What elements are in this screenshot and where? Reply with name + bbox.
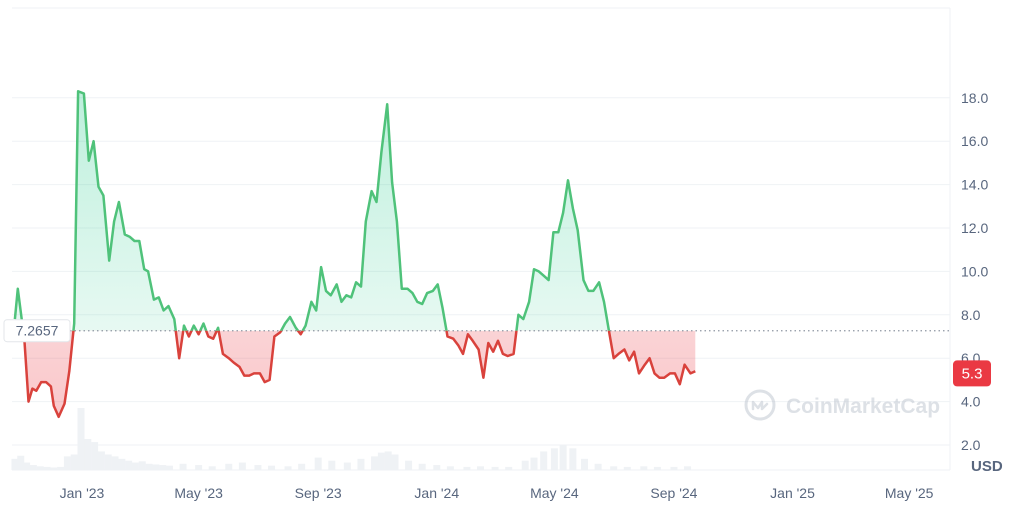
price-area xyxy=(14,91,696,417)
volume-bar xyxy=(581,458,589,470)
volume-bar xyxy=(159,465,167,470)
volume-bar xyxy=(254,465,262,470)
volume-bar xyxy=(477,466,485,470)
volume-bar xyxy=(623,466,631,470)
volume-bar xyxy=(550,448,558,470)
y-tick-label: 14.0 xyxy=(961,177,988,193)
volume-bar xyxy=(569,448,577,470)
volume-bar xyxy=(111,456,119,470)
x-tick-label: Sep '24 xyxy=(650,485,697,501)
x-tick-label: May '23 xyxy=(174,485,223,501)
volume-bar xyxy=(91,442,99,470)
volume-bar xyxy=(29,465,37,470)
baseline-label-text: 7.2657 xyxy=(16,323,59,339)
volume-bar xyxy=(152,464,160,470)
y-tick-label: 12.0 xyxy=(961,220,988,236)
volume-bar xyxy=(640,466,648,470)
volume-bar xyxy=(125,460,133,470)
volume-bar xyxy=(684,466,692,470)
volume-bar xyxy=(521,460,529,470)
volume-bar xyxy=(268,465,276,470)
baseline-label: 7.2657 xyxy=(3,319,71,343)
volume-bar xyxy=(670,466,678,470)
volume-bar xyxy=(43,466,51,470)
volume-bar xyxy=(433,465,441,470)
x-tick-label: May '25 xyxy=(885,485,934,501)
last-price-badge: 5.3 xyxy=(953,360,991,387)
area-above-baseline xyxy=(14,91,696,331)
y-axis-ticks: 2.04.06.08.010.012.014.016.018.0 xyxy=(961,90,988,453)
area-below-baseline xyxy=(23,330,696,417)
volume-bar xyxy=(118,458,126,470)
coinmarketcap-wordmark: CoinMarketCap xyxy=(786,395,940,418)
coinmarketcap-logo-icon xyxy=(744,389,776,421)
currency-label: USD xyxy=(971,458,1003,475)
volume-bar xyxy=(208,466,216,470)
y-tick-label: 8.0 xyxy=(961,307,981,323)
volume-bar xyxy=(505,466,513,470)
volume-bar xyxy=(50,467,58,470)
volume-bar xyxy=(97,451,105,470)
volume-bar xyxy=(314,457,322,470)
y-tick-label: 10.0 xyxy=(961,263,988,279)
price-line xyxy=(13,90,696,419)
y-tick-label: 18.0 xyxy=(961,90,988,106)
volume-bar xyxy=(131,462,139,470)
volume-bar xyxy=(165,465,173,470)
volume-bar xyxy=(17,455,25,470)
volume-bar xyxy=(57,466,65,470)
volume-bar xyxy=(70,454,78,470)
volume-bars xyxy=(11,408,692,470)
x-tick-label: May '24 xyxy=(530,485,579,501)
volume-bar xyxy=(328,460,336,470)
price-line-up xyxy=(13,90,611,331)
volume-bar xyxy=(377,452,385,470)
volume-bar xyxy=(298,463,306,470)
volume-bar xyxy=(491,466,499,470)
volume-bar xyxy=(371,456,379,470)
volume-bar xyxy=(36,466,44,470)
volume-bar xyxy=(84,439,92,470)
volume-bar xyxy=(463,466,471,470)
y-tick-label: 4.0 xyxy=(961,394,981,410)
y-tick-label: 2.0 xyxy=(961,437,981,453)
y-tick-label: 16.0 xyxy=(961,133,988,149)
volume-bar xyxy=(418,463,426,470)
volume-bar xyxy=(77,408,85,470)
volume-bar xyxy=(63,456,71,470)
volume-bar xyxy=(195,465,203,470)
volume-bar xyxy=(138,461,146,470)
volume-bar xyxy=(11,458,19,470)
x-axis-ticks: Jan '23 May '23 Sep '23 Jan '24 May '24 Sep '… xyxy=(60,485,934,501)
x-tick-label: Jan '24 xyxy=(414,485,459,501)
volume-bar xyxy=(145,463,153,470)
last-price-text: 5.3 xyxy=(962,365,983,382)
volume-bar xyxy=(23,462,31,470)
volume-bar xyxy=(357,458,365,470)
volume-bar xyxy=(540,451,548,470)
volume-bar xyxy=(238,462,246,470)
volume-bar xyxy=(225,463,233,470)
volume-bar xyxy=(405,460,413,470)
x-tick-label: Jan '25 xyxy=(770,485,815,501)
volume-bar xyxy=(594,463,602,470)
x-tick-label: Sep '23 xyxy=(295,485,342,501)
volume-bar xyxy=(653,466,661,470)
volume-bar xyxy=(391,454,399,470)
coinmarketcap-watermark: CoinMarketCap xyxy=(744,389,940,421)
volume-bar xyxy=(284,466,292,470)
volume-bar xyxy=(343,462,351,470)
volume-bar xyxy=(446,466,454,470)
volume-bar xyxy=(530,457,538,470)
volume-bar xyxy=(179,463,187,470)
volume-bar xyxy=(104,454,112,470)
x-tick-label: Jan '23 xyxy=(60,485,105,501)
volume-bar xyxy=(384,451,392,470)
volume-bar xyxy=(610,466,618,470)
volume-bar xyxy=(559,445,567,470)
